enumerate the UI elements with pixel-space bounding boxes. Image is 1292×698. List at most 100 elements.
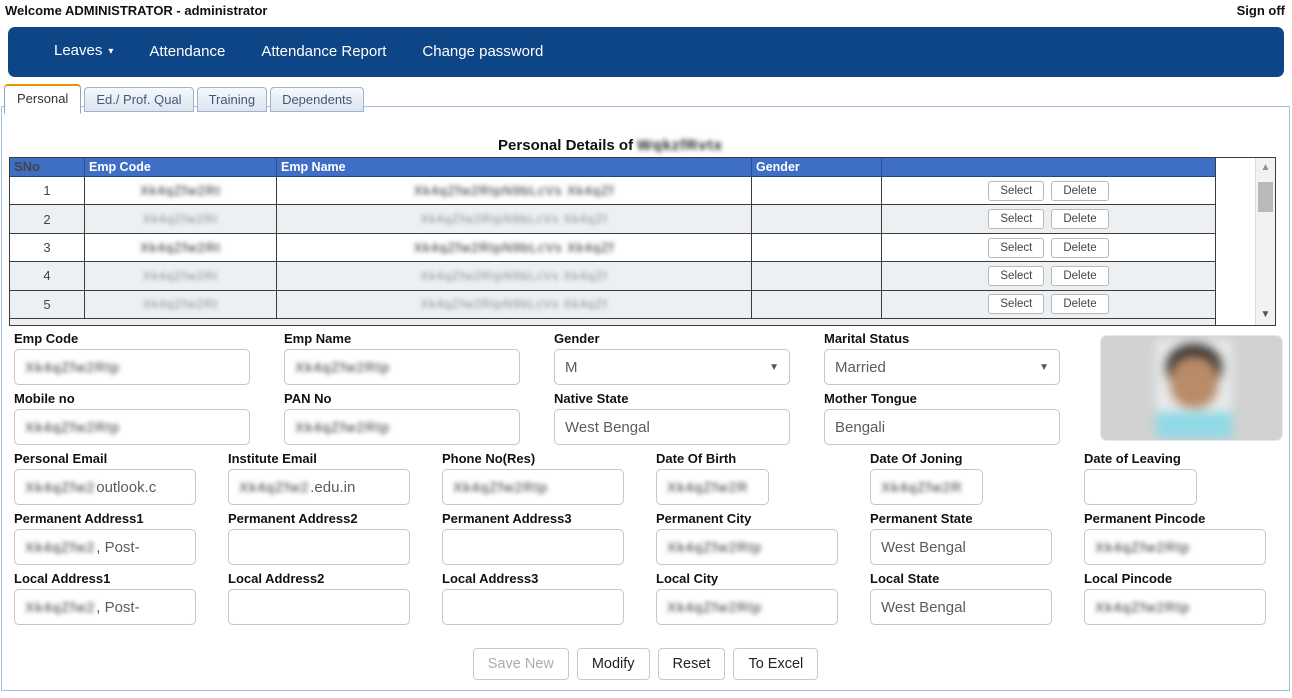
mother-tongue-input[interactable]: Bengali — [824, 409, 1060, 445]
date-of-leaving-input[interactable] — [1084, 469, 1197, 505]
sign-off-link[interactable]: Sign off — [1236, 3, 1285, 18]
gender-cell — [752, 233, 882, 262]
personal-email-input[interactable]: Xk4qZfw2 outlook.c — [14, 469, 196, 505]
delete-button[interactable]: Delete — [1051, 180, 1109, 201]
delete-button[interactable]: Delete — [1051, 237, 1109, 258]
local-address1-input[interactable]: Xk4qZfw2, Post- — [14, 589, 196, 625]
permanent-city-label: Permanent City — [656, 511, 752, 526]
permanent-state-input[interactable]: West Bengal — [870, 529, 1052, 565]
institute-email-input[interactable]: Xk4qZfw2 .edu.in — [228, 469, 410, 505]
field-date-of-joning: Date Of Joning Xk4qZfw2R — [870, 451, 1052, 505]
local-pincode-input[interactable]: Xk4qZfw2Rtp — [1084, 589, 1266, 625]
select-button[interactable]: Select — [988, 294, 1045, 315]
column-header-sno: SNo — [10, 158, 85, 176]
redacted-emp-code: Xk4qZfw2Rt — [142, 297, 219, 312]
select-button[interactable]: Select — [988, 265, 1045, 286]
tab-training[interactable]: Training — [196, 87, 268, 112]
field-institute-email: Institute Email Xk4qZfw2 .edu.in — [228, 451, 410, 505]
local-address2-input[interactable] — [228, 589, 410, 625]
local-pincode-label: Local Pincode — [1084, 571, 1173, 586]
emp-name-cell: Xk4qZfw2RtpN9bLcVs Xk4qZf — [277, 290, 752, 319]
row-actions-cell: Select Delete — [882, 234, 1215, 261]
phone-no-res-label: Phone No(Res) — [442, 451, 536, 466]
redacted-value: Xk4qZfw2 — [25, 539, 96, 555]
redacted-value: Xk4qZfw2Rtp — [1095, 539, 1191, 555]
field-value: West Bengal — [881, 598, 966, 616]
nav-item-change-password[interactable]: Change password — [404, 27, 561, 77]
emp-code-label: Emp Code — [14, 331, 79, 346]
reset-button[interactable]: Reset — [657, 648, 726, 680]
select-button[interactable]: Select — [988, 237, 1045, 258]
local-state-input[interactable]: West Bengal — [870, 589, 1052, 625]
sno-cell: 1 — [10, 177, 85, 205]
marital-status-select[interactable]: Married ▼ — [824, 349, 1060, 385]
permanent-address2-input[interactable] — [228, 529, 410, 565]
emp-name-input[interactable]: Xk4qZfw2Rtp — [284, 349, 520, 385]
redacted-emp-name: Xk4qZfw2RtpN9bLcVs Xk4qZf — [420, 297, 608, 312]
sno-cell: 5 — [10, 290, 85, 319]
redacted-value: Xk4qZfw2Rtp — [295, 419, 391, 435]
to-excel-button[interactable]: To Excel — [733, 648, 819, 680]
field-local-address1: Local Address1 Xk4qZfw2, Post- — [14, 571, 196, 625]
column-header-actions — [882, 158, 1215, 176]
table-scrollbar[interactable]: ▲ ▼ — [1255, 158, 1275, 325]
tab-personal[interactable]: Personal — [4, 84, 82, 114]
permanent-address1-label: Permanent Address1 — [14, 511, 144, 526]
date-of-joning-input[interactable]: Xk4qZfw2R — [870, 469, 983, 505]
native-state-input[interactable]: West Bengal — [554, 409, 790, 445]
delete-button[interactable]: Delete — [1051, 209, 1109, 230]
field-marital-status: Marital Status Married ▼ — [824, 331, 1060, 385]
redacted-value: Xk4qZfw2 — [25, 599, 96, 615]
scroll-up-icon[interactable]: ▲ — [1260, 162, 1271, 173]
save-new-button: Save New — [472, 648, 569, 680]
phone-no-res-input[interactable]: Xk4qZfw2Rtp — [442, 469, 624, 505]
delete-button[interactable]: Delete — [1051, 294, 1109, 315]
redacted-value: Xk4qZfw2R — [667, 479, 749, 495]
top-bar: Welcome ADMINISTRATOR - administrator Si… — [0, 0, 1292, 24]
redacted-emp-code: Xk4qZfw2Rt — [140, 183, 221, 199]
permanent-address3-input[interactable] — [442, 529, 624, 565]
nav-item-attendance[interactable]: Attendance — [131, 27, 243, 77]
modify-button[interactable]: Modify — [576, 648, 650, 680]
local-city-input[interactable]: Xk4qZfw2Rtp — [656, 589, 838, 625]
gender-cell — [752, 262, 882, 290]
select-button[interactable]: Select — [988, 209, 1045, 230]
dropdown-arrow-icon: ▼ — [1039, 361, 1049, 373]
tab-ed-prof-qual[interactable]: Ed./ Prof. Qual — [84, 87, 194, 112]
gender-select[interactable]: M ▼ — [554, 349, 790, 385]
employee-table-frame: SNo Emp Code Emp Name Gender 1 Xk4qZfw2Rt Xk4q… — [9, 157, 1276, 326]
permanent-city-input[interactable]: Xk4qZfw2Rtp — [656, 529, 838, 565]
emp-name-cell: Xk4qZfw2RtpN9bLcVs Xk4qZf — [277, 205, 752, 233]
field-mobile-no: Mobile no Xk4qZfw2Rtp — [14, 391, 250, 445]
mobile-no-input[interactable]: Xk4qZfw2Rtp — [14, 409, 250, 445]
field-date-of-birth: Date Of Birth Xk4qZfw2R — [656, 451, 838, 505]
table-header-row: SNo Emp Code Emp Name Gender — [10, 158, 1215, 177]
column-header-gender: Gender — [752, 158, 882, 176]
local-address3-input[interactable] — [442, 589, 624, 625]
scroll-thumb[interactable] — [1258, 182, 1273, 212]
row-actions-cell: Select Delete — [882, 205, 1215, 232]
field-value: West Bengal — [565, 418, 650, 436]
field-permanent-state: Permanent State West Bengal — [870, 511, 1052, 565]
pan-no-input[interactable]: Xk4qZfw2Rtp — [284, 409, 520, 445]
emp-code-input[interactable]: Xk4qZfw2Rtp — [14, 349, 250, 385]
table-partial-row — [10, 319, 1215, 325]
permanent-pincode-input[interactable]: Xk4qZfw2Rtp — [1084, 529, 1266, 565]
form-row: Mobile no Xk4qZfw2Rtp PAN No Xk4qZfw2Rtp Nat… — [2, 391, 1289, 445]
redacted-emp-name: Xk4qZfw2RtpN9bLcVs Xk4qZf — [420, 268, 608, 283]
table-row: 2 Xk4qZfw2Rt Xk4qZfw2RtpN9bLcVs Xk4qZf Sele… — [10, 205, 1215, 234]
tab-dependents[interactable]: Dependents — [270, 87, 365, 112]
delete-button[interactable]: Delete — [1051, 265, 1109, 286]
field-value: Bengali — [835, 418, 886, 436]
select-button[interactable]: Select — [988, 180, 1045, 201]
permanent-address1-input[interactable]: Xk4qZfw2, Post- — [14, 529, 196, 565]
emp-name-cell: Xk4qZfw2RtpN9bLcVs Xk4qZf — [277, 233, 752, 262]
field-visible-suffix: , Post- — [96, 538, 140, 556]
employee-table: SNo Emp Code Emp Name Gender 1 Xk4qZfw2Rt Xk4q… — [10, 158, 1216, 325]
form-row: Emp Code Xk4qZfw2Rtp Emp Name Xk4qZfw2Rtp Ge… — [2, 331, 1289, 385]
date-of-birth-input[interactable]: Xk4qZfw2R — [656, 469, 769, 505]
scroll-down-icon[interactable]: ▼ — [1260, 309, 1271, 320]
gender-label: Gender — [554, 331, 600, 346]
nav-item-leaves[interactable]: Leaves ▾ — [36, 26, 131, 78]
nav-item-attendance-report[interactable]: Attendance Report — [243, 27, 404, 77]
